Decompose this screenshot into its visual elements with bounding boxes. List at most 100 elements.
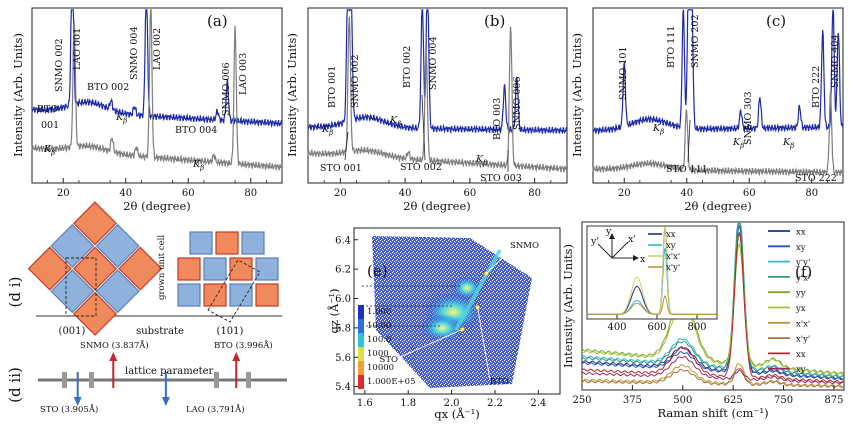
- panel-d-ii-schematic: (d ii) lattice parameter STO (3.905Å) SN…: [6, 339, 287, 415]
- peak-label-sto-001: STO 001: [320, 163, 362, 174]
- raman-series-line: [581, 232, 844, 384]
- y-tick-label: 6.4: [335, 235, 351, 246]
- axis-tick: [89, 372, 94, 388]
- panel-c-label: (c): [766, 12, 786, 30]
- x-tick-label: 20: [618, 188, 631, 199]
- lattice-arrow-head: [109, 352, 118, 361]
- peak-label-sto-002: STO 002: [400, 162, 442, 173]
- panel-a: 20 40 60 80 (a) 2θ (degree) Intensity (Arb.…: [11, 7, 283, 213]
- lattice-arrow-head: [73, 397, 82, 406]
- legend-entry: x'x': [796, 319, 810, 329]
- x-tick-label: 1.6: [357, 398, 373, 409]
- panel-c: 20 40 60 80 (c) 2θ (degree) Intensity (Arb.…: [570, 7, 844, 213]
- panel-a-label: (a): [207, 12, 228, 30]
- colorbar: [358, 305, 364, 389]
- peak-label-sto-222: STO 222: [795, 173, 837, 184]
- panel-e-frame: [353, 227, 561, 395]
- rsm-hotspot: [420, 314, 464, 342]
- y-tick-label: 5.4: [335, 382, 351, 393]
- panel-c-ylabel: Intensity (Arb. Units): [570, 33, 584, 157]
- label-sto: STO (3.905Å): [40, 403, 98, 415]
- unit-cell-box-001: [65, 257, 97, 317]
- peak-label-bto-001-a: BTO: [37, 104, 58, 115]
- rsm-peak-label: BTO: [490, 377, 509, 387]
- x-tick-label: 250: [572, 395, 591, 406]
- lattice-arrow-head: [232, 352, 241, 361]
- legend-entry: x'y': [796, 335, 810, 345]
- panel-e-label: (e): [367, 262, 388, 280]
- panel-a-blue-pattern: [31, 9, 283, 129]
- panel-di-label: (d i): [6, 277, 24, 308]
- raman-series-line: [582, 355, 844, 385]
- peak-label-bto-001: BTO 001: [327, 66, 338, 108]
- peak-label-bto-111: BTO 111: [666, 26, 677, 68]
- x-tick-label: 80: [528, 188, 541, 199]
- y-tick-label: 6.0: [335, 294, 351, 305]
- peak-label-bto-004-a: BTO 004: [175, 125, 217, 136]
- x-tick-label: 60: [182, 188, 195, 199]
- x-tick-label: 80: [244, 188, 257, 199]
- leader-line: [421, 94, 426, 161]
- lattice-arrow-head: [161, 397, 170, 406]
- panel-f-label: (f): [795, 263, 812, 281]
- unit-cell-box-101: [207, 259, 261, 323]
- label-substrate: substrate: [136, 326, 184, 337]
- label-101: (101): [217, 326, 244, 337]
- x-tick-label: 80: [805, 188, 818, 199]
- panel-d-i-schematic: (d i) (001): [6, 201, 282, 337]
- x-tick-label: 2.0: [444, 398, 460, 409]
- peak-label-lao-001-a: LAO 001: [72, 28, 83, 70]
- x-tick-label: 40: [119, 188, 132, 199]
- panel-a-xlabel: 2θ (degree): [123, 199, 191, 213]
- peak-label-snmo-004-a: SNMO 004: [129, 27, 140, 81]
- panel-e-ylabel: qz (Å⁻¹): [327, 288, 341, 333]
- legend-entry: xx: [796, 228, 806, 238]
- peak-label-bto-003: BTO 003: [492, 98, 503, 140]
- k-beta-marker: Kβ: [782, 137, 794, 150]
- panel-c-xlabel: 2θ (degree): [684, 199, 752, 213]
- x-tick-label: 40: [399, 188, 412, 199]
- label-grown-unit-cell: grown unit cell: [157, 235, 167, 300]
- axis-label-y: y: [605, 226, 612, 237]
- axis-label-yprime: y': [590, 236, 599, 247]
- peak-label-bto-002-a: BTO 002: [87, 82, 129, 93]
- colorbar-label: 1.000E+05: [367, 377, 415, 387]
- legend-entry: xy: [796, 243, 806, 253]
- colorbar-label: 1000: [367, 349, 389, 359]
- panel-f-ylabel: Intensity (Arb. Units): [561, 244, 575, 368]
- legend-entry: xx: [796, 350, 806, 360]
- legend-entry: yx: [795, 304, 806, 314]
- peak-label-snmo-006-a: SNMO 006: [221, 63, 232, 117]
- label-snmo: SNMO (3.837Å): [80, 339, 149, 351]
- peak-label-snmo-004: SNMO 004: [428, 37, 439, 91]
- panel-b: 20 40 60 80 (b) 2θ (degree) Intensity (Arb.…: [285, 7, 568, 213]
- panel-b-gray-pattern: [307, 16, 568, 173]
- axis-label-xprime: x': [628, 234, 636, 245]
- lattice-101: [177, 231, 279, 307]
- panel-e-xlabel: qx (Å⁻¹): [434, 407, 479, 421]
- panel-b-ylabel: Intensity (Arb. Units): [285, 33, 299, 157]
- panel-f-frame: [581, 221, 845, 391]
- inset-legend-entry: xy: [666, 241, 676, 251]
- k-beta-marker: Kβ: [652, 123, 664, 136]
- panel-f-xlabel: Raman shift (cm⁻¹): [657, 406, 768, 420]
- inset-x-tick-label: 800: [687, 322, 706, 333]
- x-tick-label: 500: [673, 395, 692, 406]
- x-tick-label: 2.2: [487, 398, 503, 409]
- panel-e-rsm: 1.6 1.8 2.0 2.2 2.4 5.4 5.6 5.8 6.0 6.2 6.4 SNMO BT…: [327, 227, 561, 421]
- y-tick-label: 6.2: [335, 265, 351, 276]
- colorbar-label: 10000: [367, 363, 394, 373]
- peak-label-snmo-002-a: SNMO 002: [54, 39, 65, 93]
- legend-entry: xy: [796, 365, 806, 375]
- panel-c-frame: [592, 7, 844, 184]
- rsm-peak-label: SNMO: [510, 241, 539, 251]
- inset-legend-entry: xx: [666, 230, 676, 240]
- inset-x-tick-label: 400: [607, 322, 626, 333]
- label-001: (001): [59, 326, 86, 337]
- x-tick-label: 20: [57, 188, 70, 199]
- inset-legend-entry: x'y': [666, 263, 680, 273]
- panel-b-label: (b): [484, 12, 505, 30]
- x-tick-label: 60: [743, 188, 756, 199]
- x-tick-label: 40: [680, 188, 693, 199]
- x-tick-label: 625: [724, 395, 743, 406]
